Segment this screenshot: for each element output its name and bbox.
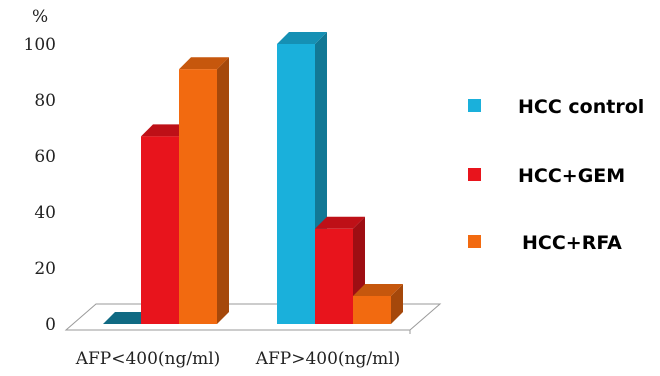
y-tick-label: 100 [24, 35, 56, 55]
legend-label: HCC+RFA [522, 232, 622, 254]
y-tick-label: 60 [34, 147, 56, 167]
y-tick-label: 0 [45, 315, 56, 335]
legend-label: HCC control [518, 96, 644, 118]
legend-swatch [468, 168, 481, 181]
y-tick-label: 80 [34, 91, 56, 111]
legend-swatch [468, 235, 481, 248]
legend-label: HCC+GEM [518, 165, 625, 187]
bar-hcc-gem-2 [315, 216, 365, 324]
bar-hcc-rfa-2 [353, 284, 403, 324]
bar-hcc-rfa-1 [179, 57, 229, 324]
bar-hcc-control-1 [103, 312, 153, 324]
y-axis-unit: % [32, 7, 48, 27]
y-tick-label: 20 [34, 259, 56, 279]
legend-swatch [468, 99, 481, 112]
y-tick-label: 40 [34, 203, 56, 223]
x-category-label: AFP<400(ng/ml) [75, 349, 221, 369]
x-category-label: AFP>400(ng/ml) [255, 349, 401, 369]
